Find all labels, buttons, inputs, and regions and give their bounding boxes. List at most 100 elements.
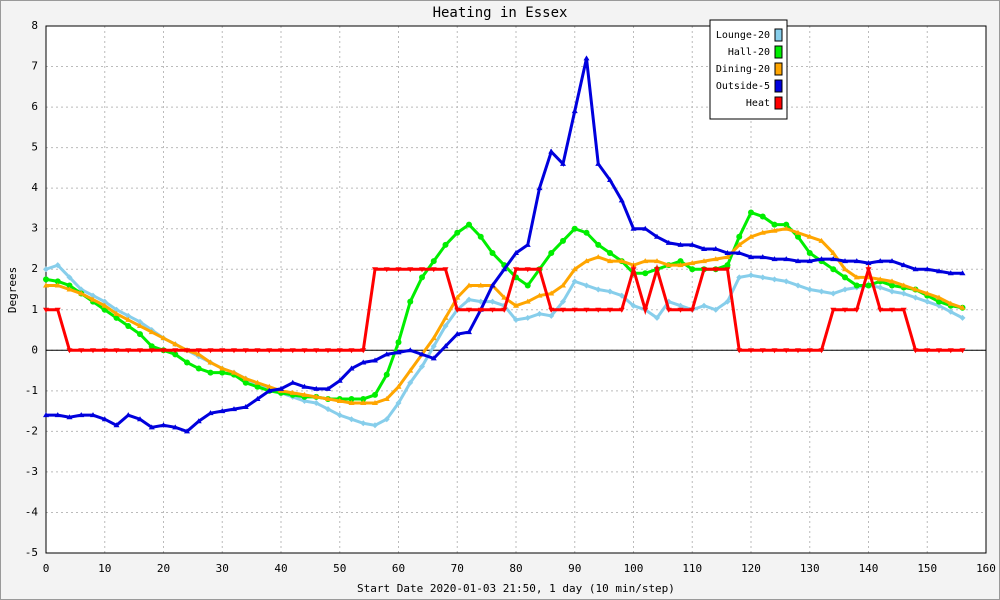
marker — [383, 371, 390, 378]
marker — [701, 258, 707, 264]
marker — [607, 258, 613, 264]
y-tick-label: -4 — [25, 505, 39, 518]
marker — [759, 254, 766, 260]
legend-swatch — [774, 96, 783, 110]
marker — [889, 258, 895, 264]
marker — [842, 258, 848, 264]
marker — [877, 258, 884, 264]
marker — [395, 383, 402, 389]
marker — [160, 335, 167, 341]
marker — [419, 351, 425, 357]
marker — [724, 250, 731, 256]
marker — [712, 245, 719, 251]
marker — [595, 286, 602, 293]
marker — [466, 329, 472, 335]
marker — [771, 256, 778, 262]
marker — [571, 225, 578, 232]
marker — [360, 420, 367, 427]
marker — [325, 406, 331, 413]
marker — [313, 385, 320, 391]
marker — [583, 55, 590, 61]
marker — [125, 316, 132, 322]
marker — [348, 348, 355, 354]
y-tick-label: -2 — [25, 424, 38, 437]
marker — [90, 296, 96, 302]
marker — [795, 348, 801, 354]
marker — [830, 250, 837, 256]
marker — [806, 348, 813, 354]
marker — [548, 307, 555, 313]
marker — [771, 221, 778, 228]
x-tick-label: 100 — [624, 562, 644, 575]
marker — [736, 233, 743, 240]
x-tick-label: 150 — [917, 562, 937, 575]
marker — [924, 266, 931, 272]
marker — [583, 258, 590, 264]
marker — [724, 267, 731, 273]
marker — [524, 298, 531, 304]
marker — [442, 241, 449, 248]
marker — [125, 412, 132, 418]
marker — [419, 267, 425, 273]
marker — [477, 307, 484, 313]
marker — [607, 307, 613, 313]
marker — [242, 348, 249, 354]
x-tick-label: 120 — [741, 562, 761, 575]
marker — [113, 348, 120, 354]
x-tick-label: 0 — [43, 562, 50, 575]
marker — [959, 348, 966, 354]
marker — [242, 404, 249, 410]
y-tick-label: 2 — [31, 262, 38, 275]
marker — [536, 310, 543, 317]
marker — [348, 400, 355, 406]
marker — [148, 424, 155, 430]
marker — [148, 329, 155, 335]
marker — [947, 300, 954, 306]
marker — [701, 245, 707, 251]
marker — [853, 274, 860, 280]
marker — [383, 395, 390, 401]
marker — [924, 290, 931, 296]
marker — [701, 267, 707, 273]
marker — [101, 302, 108, 308]
marker — [536, 267, 543, 273]
marker — [219, 365, 226, 371]
marker — [430, 343, 437, 350]
marker — [689, 241, 696, 247]
marker — [430, 355, 437, 361]
marker — [90, 292, 96, 299]
marker — [524, 314, 531, 321]
marker — [771, 227, 778, 233]
marker — [372, 391, 378, 398]
marker — [689, 307, 696, 313]
marker — [231, 406, 237, 412]
legend-swatch — [774, 28, 783, 42]
marker — [877, 276, 884, 282]
marker — [759, 274, 766, 281]
marker — [66, 274, 73, 281]
chart-title: Heating in Essex — [433, 5, 568, 21]
marker — [583, 307, 590, 313]
marker — [489, 307, 496, 313]
marker — [877, 284, 884, 291]
marker — [947, 348, 954, 354]
marker — [595, 241, 602, 248]
marker — [254, 348, 261, 354]
y-tick-label: 1 — [31, 303, 38, 316]
marker — [501, 266, 508, 272]
marker — [336, 397, 343, 403]
marker — [865, 282, 872, 289]
marker — [689, 266, 696, 273]
legend-label: Dining-20 — [716, 64, 770, 75]
marker — [430, 258, 437, 265]
marker — [172, 351, 179, 358]
marker — [372, 267, 378, 273]
marker — [912, 294, 919, 301]
marker — [818, 256, 825, 262]
marker — [748, 272, 754, 279]
x-tick-label: 140 — [859, 562, 879, 575]
marker — [607, 288, 613, 295]
marker — [454, 229, 461, 236]
marker — [137, 348, 143, 354]
